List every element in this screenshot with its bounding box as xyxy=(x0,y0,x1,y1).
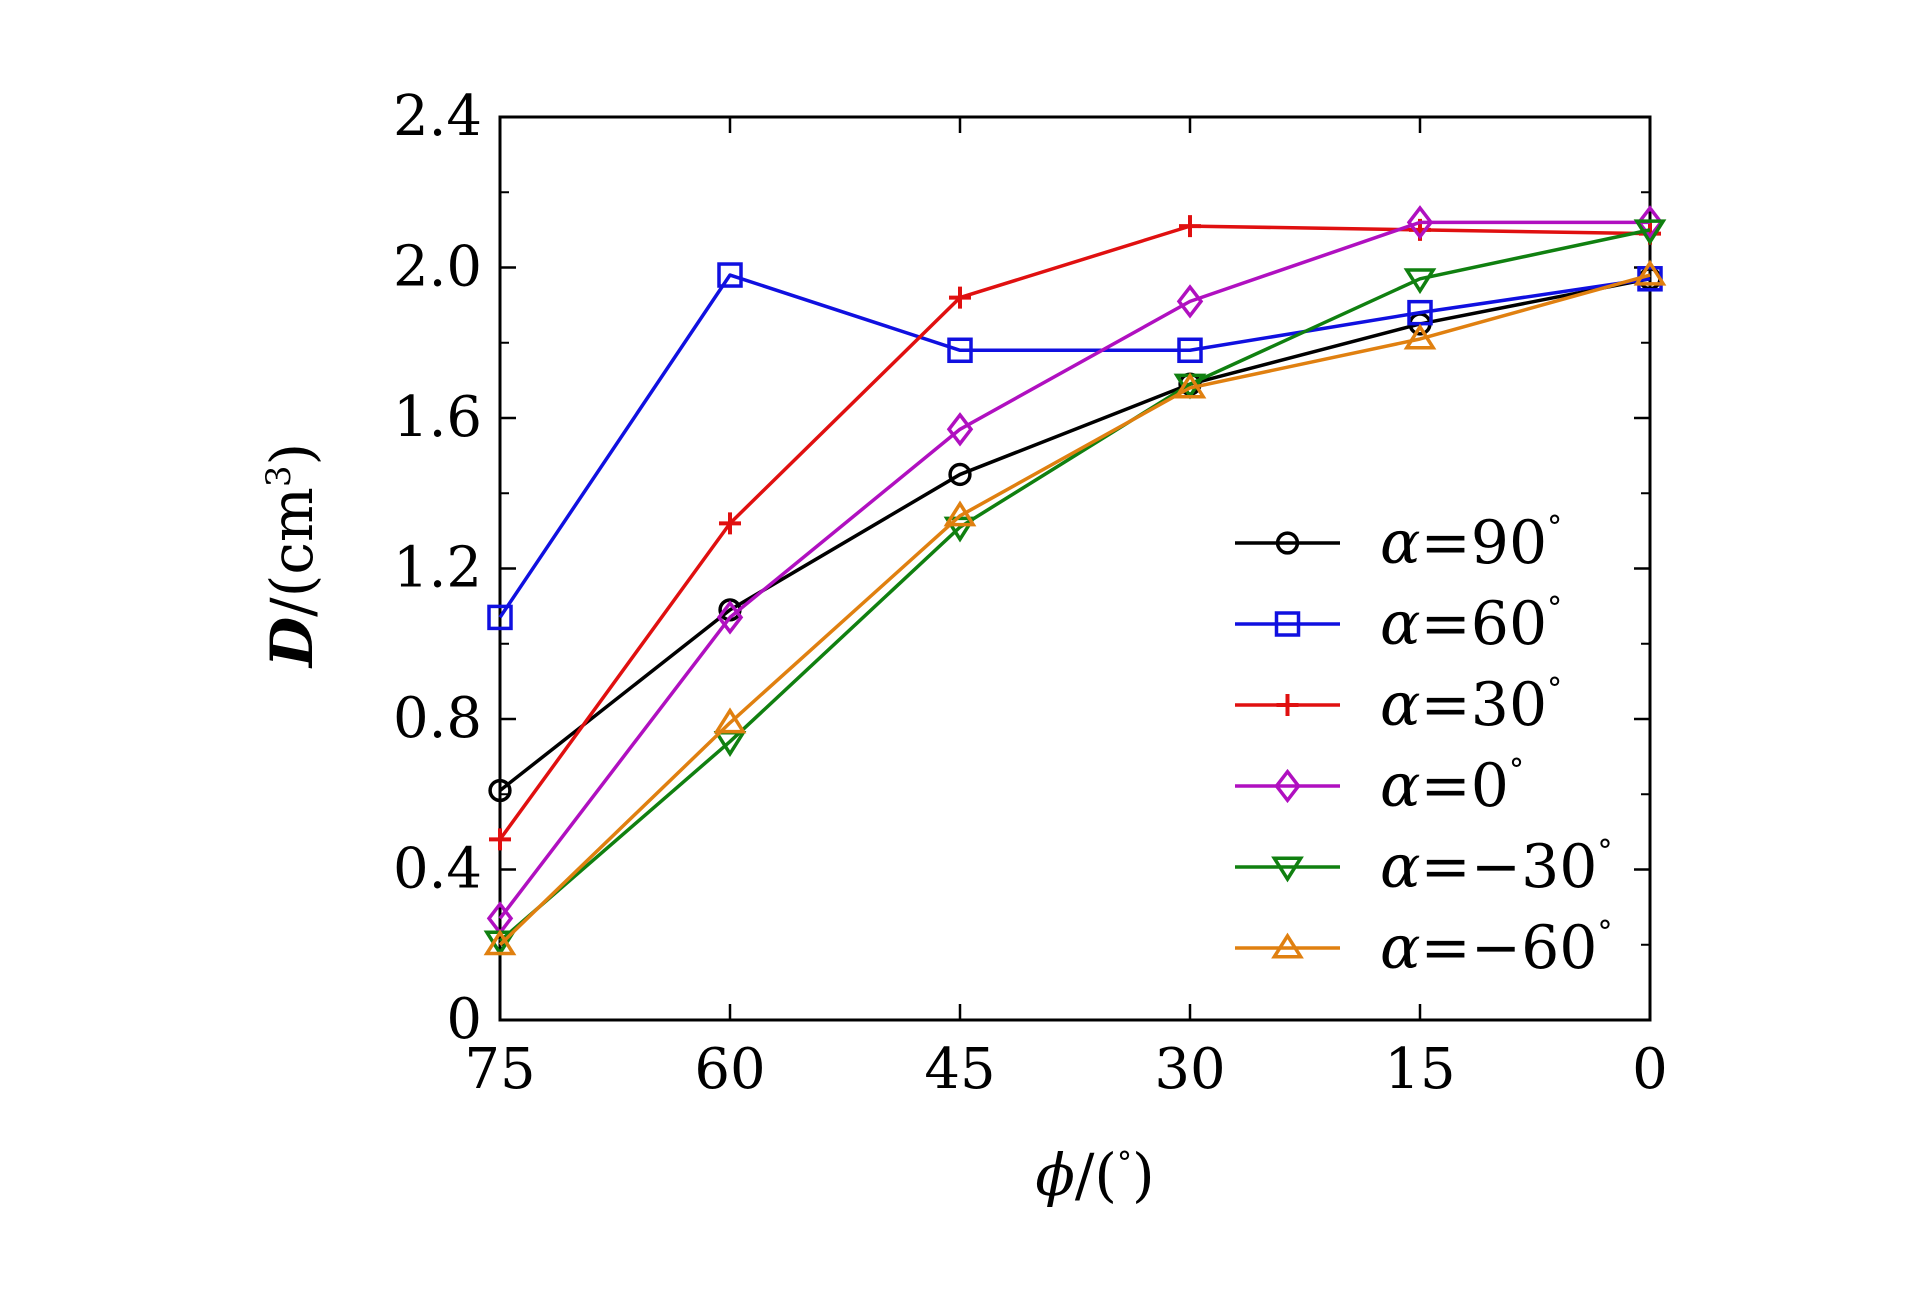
series-line xyxy=(498,273,1651,947)
legend-degree: ° xyxy=(1597,834,1612,869)
marker-triangle-down xyxy=(1403,268,1437,295)
x-tick-label: 45 xyxy=(924,1037,995,1102)
y-axis-unit-open: /(cm xyxy=(258,487,326,617)
marker-diamond xyxy=(946,412,974,447)
marker-triangle-up xyxy=(1173,372,1207,399)
legend-degree: ° xyxy=(1547,672,1562,707)
marker-triangle-up xyxy=(713,707,747,734)
series-line xyxy=(498,273,1651,619)
x-axis-degree: ° xyxy=(1117,1146,1132,1181)
series-group xyxy=(483,205,1667,957)
legend-degree: ° xyxy=(1547,591,1562,626)
x-axis-title: ϕ/(°) xyxy=(1035,1141,1154,1209)
legend-label: α=90° xyxy=(1380,508,1562,578)
series-line xyxy=(498,224,1651,841)
marker-triangle-down xyxy=(1271,856,1304,883)
marker-square xyxy=(947,337,973,364)
x-axis-unit-open: /( xyxy=(1075,1141,1117,1209)
x-tick-label: 30 xyxy=(1154,1037,1225,1102)
marker-diamond xyxy=(1636,205,1664,240)
marker-square xyxy=(717,262,743,288)
marker-triangle-up xyxy=(1633,259,1667,286)
legend-item: α=30° xyxy=(1235,670,1562,740)
marker-plus xyxy=(949,286,971,309)
x-tick-label: 75 xyxy=(464,1037,535,1102)
axes: 0 0.4 0.8 1.2 1.6 2.0 2.4 75 60 45 30 15 0 xyxy=(393,84,1668,1102)
x-tick-label: 60 xyxy=(694,1037,765,1102)
legend-value: =0 xyxy=(1421,751,1509,821)
axis-titles: ϕ/(°)D/(cm3) xyxy=(258,443,1155,1209)
marker-triangle-up xyxy=(943,500,977,527)
marker-triangle-up xyxy=(1271,932,1304,959)
series-line xyxy=(498,277,1651,792)
legend-item: α=90° xyxy=(1235,508,1562,578)
y-tick-label: 0 xyxy=(446,987,482,1052)
legend-label: α=60° xyxy=(1380,589,1562,659)
legend-value: =60 xyxy=(1421,589,1548,659)
y-tick-label: 2.4 xyxy=(393,84,482,149)
legend-label: α=−60° xyxy=(1380,913,1612,983)
legend-item: α=−60° xyxy=(1235,913,1612,983)
x-tick-label: 0 xyxy=(1632,1037,1668,1102)
marker-square xyxy=(487,604,513,631)
legend-value: =−60 xyxy=(1421,913,1598,983)
legend-label: α=30° xyxy=(1380,670,1562,740)
marker-plus xyxy=(489,828,511,851)
y-tick-label: 2.0 xyxy=(393,235,482,300)
x-tick-label: 15 xyxy=(1384,1037,1455,1102)
y-tick-label: 0.8 xyxy=(393,686,482,751)
legend-item: α=60° xyxy=(1235,589,1562,659)
marker-square xyxy=(1177,337,1203,364)
marker-square xyxy=(1274,611,1301,637)
legend-item: α=0° xyxy=(1235,751,1524,821)
y-axis-title: D/(cm3) xyxy=(258,443,326,669)
y-axis-unit-close: ) xyxy=(258,443,326,466)
marker-plus xyxy=(719,512,741,535)
legend-value: =−30 xyxy=(1421,832,1598,902)
legend-alpha: α xyxy=(1380,670,1421,740)
series-3 xyxy=(489,215,1661,851)
marker-triangle-down xyxy=(1633,219,1667,246)
y-tick-label: 1.2 xyxy=(393,536,482,601)
marker-circle xyxy=(1275,531,1300,555)
legend-item: α=−30° xyxy=(1235,832,1612,902)
legend-label: α=−30° xyxy=(1380,832,1612,902)
legend-alpha: α xyxy=(1380,589,1421,659)
legend-alpha: α xyxy=(1380,508,1421,578)
marker-diamond xyxy=(1176,284,1204,319)
marker-plus xyxy=(1276,694,1299,716)
marker-triangle-up xyxy=(1403,323,1437,350)
marker-plus xyxy=(1179,215,1201,238)
legend-label: α=0° xyxy=(1380,751,1524,821)
legend-degree: ° xyxy=(1597,915,1612,950)
series-6 xyxy=(483,259,1667,956)
marker-triangle-up xyxy=(483,929,517,956)
y-axis-superscript: 3 xyxy=(259,466,299,488)
y-axis-symbol: D xyxy=(258,617,326,669)
marker-diamond xyxy=(1274,768,1301,804)
x-axis-symbol: ϕ xyxy=(1035,1141,1075,1209)
legend-alpha: α xyxy=(1380,751,1421,821)
legend-value: =30 xyxy=(1421,670,1548,740)
legend-degree: ° xyxy=(1547,510,1562,545)
legend: α=90°α=60°α=30°α=0°α=−30°α=−60° xyxy=(1235,508,1612,983)
marker-circle xyxy=(948,462,972,487)
series-line xyxy=(498,220,1650,920)
legend-degree: ° xyxy=(1509,753,1524,788)
marker-diamond xyxy=(1406,205,1434,240)
marker-triangle-down xyxy=(943,516,977,543)
legend-alpha: α xyxy=(1380,913,1421,983)
marker-diamond xyxy=(716,600,744,635)
x-axis-unit-close: ) xyxy=(1132,1141,1155,1209)
y-tick-label: 1.6 xyxy=(393,385,482,450)
y-tick-label: 0.4 xyxy=(393,837,482,902)
legend-alpha: α xyxy=(1380,832,1421,902)
marker-circle xyxy=(488,778,512,803)
series-line xyxy=(498,228,1651,943)
legend-value: =90 xyxy=(1421,508,1548,578)
